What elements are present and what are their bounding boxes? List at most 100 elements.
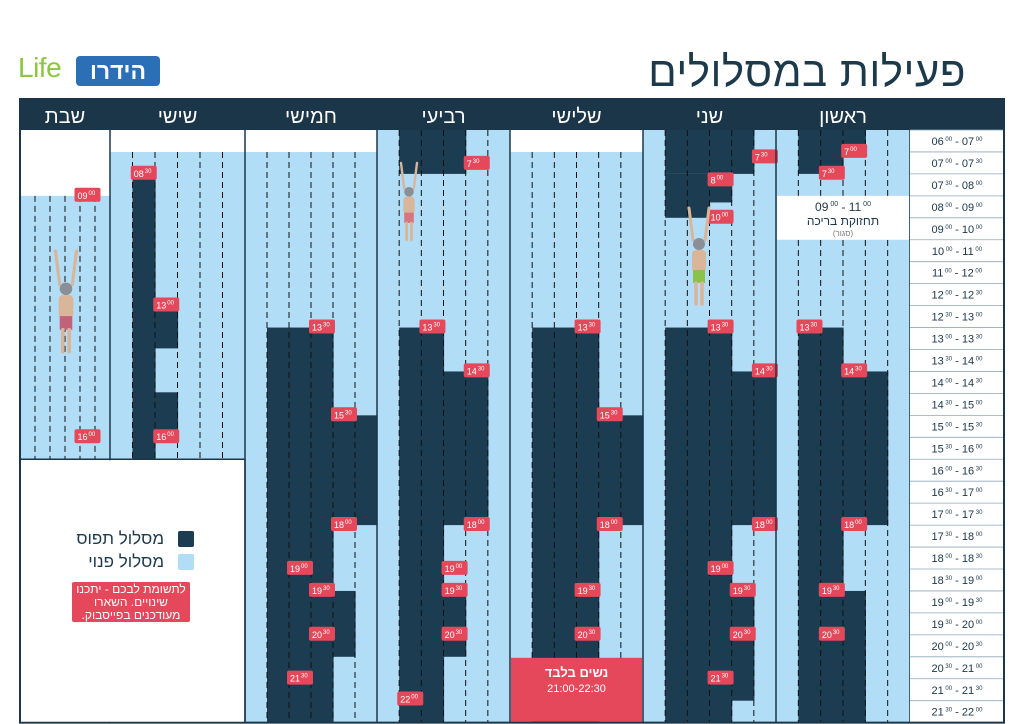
time-badge: 1800 — [841, 517, 868, 532]
time-badge-minute: 30 — [722, 674, 729, 680]
time-badge: 1800 — [596, 517, 623, 532]
day-header-mon: שני — [696, 106, 724, 128]
time-slot-part: 00 — [944, 247, 953, 253]
time-slot-part: 30 — [974, 422, 983, 428]
time-badge-bg — [596, 517, 623, 532]
time-badge: 2030 — [729, 626, 756, 641]
time-badge-text: 1430 — [844, 366, 862, 376]
occupied-block — [865, 371, 889, 526]
occupied-block — [443, 590, 467, 657]
time-badge-text: 1800 — [600, 520, 618, 530]
time-slot-label: 19 00 - 19 30 — [932, 597, 984, 609]
occupied-block — [843, 590, 866, 723]
time-badge: 1900 — [287, 560, 313, 575]
day-header-tue: שלישי — [551, 106, 601, 128]
time-badge-bg — [463, 517, 490, 532]
time-badge: 1330 — [796, 319, 823, 334]
occupied-block — [665, 130, 688, 174]
time-badge-bg — [74, 187, 101, 202]
time-slot-label: 13 30 - 14 00 — [932, 356, 984, 368]
time-badge-bg — [707, 560, 734, 575]
time-badge-minute: 30 — [323, 322, 330, 328]
time-slot-part: - 17 — [952, 509, 974, 521]
time-slot-part: - 12 — [952, 268, 974, 280]
time-slot-part: 07 — [932, 158, 944, 170]
time-slot-part: - 21 — [952, 663, 974, 675]
time-slot-part: 18 — [932, 553, 944, 565]
time-badge-minute: 00 — [89, 191, 96, 197]
time-badge-text: 1800 — [467, 520, 485, 530]
occupied-block — [687, 173, 711, 218]
time-badge: 1430 — [463, 363, 490, 378]
time-badge-minute: 00 — [722, 564, 729, 570]
time-slot-label: 16 30 - 17 00 — [932, 487, 984, 499]
time-badge: 1800 — [463, 517, 490, 532]
time-badge-text: 1530 — [334, 410, 352, 420]
time-badge-minute: 30 — [456, 630, 463, 636]
days-header-bar — [20, 99, 1004, 130]
time-badge-text: 730 — [755, 152, 768, 162]
time-badge-text: 730 — [467, 159, 480, 169]
time-badge: 1930 — [574, 582, 601, 597]
time-slot-part: 00 — [944, 335, 953, 341]
swimmer-illustration-mon — [687, 206, 711, 306]
time-badge-text: 2030 — [578, 630, 596, 640]
occupied-block — [731, 590, 755, 701]
swimmer-torso — [403, 196, 415, 215]
time-badge: 0830 — [130, 165, 157, 180]
time-badge-hour: 19 — [578, 586, 588, 596]
time-badge-minute: 00 — [855, 520, 862, 526]
occupied-block — [820, 327, 844, 723]
time-slot-label: 12 30 - 13 00 — [932, 312, 984, 324]
time-badge-hour: 7 — [822, 169, 827, 179]
time-badge-hour: 22 — [400, 695, 410, 705]
time-badge-bg — [574, 319, 601, 334]
time-slot-part: 15 — [932, 421, 944, 433]
time-badge-bg — [463, 155, 490, 170]
time-badge-text: 800 — [711, 175, 724, 185]
time-badge-minute: 30 — [473, 159, 480, 165]
time-slot-part: 30 — [974, 598, 983, 604]
time-slot-part: 00 — [944, 466, 953, 472]
time-badge-text: 1800 — [755, 520, 773, 530]
time-slot-label: 07 30 - 08 00 — [932, 180, 984, 192]
time-badge-text: 2130 — [290, 674, 308, 684]
time-badge-hour: 21 — [290, 674, 300, 684]
time-slot-part: - 10 — [952, 224, 974, 236]
time-slot-part: 10 — [932, 246, 944, 258]
time-slot-label: 17 30 - 18 00 — [932, 531, 984, 543]
swimmer-legs — [694, 281, 704, 306]
occupied-block — [665, 173, 688, 218]
time-badge-hour: 20 — [445, 630, 455, 640]
time-badge-hour: 16 — [156, 432, 166, 442]
swimmer-suit — [404, 212, 414, 223]
time-slot-part: 30 — [944, 620, 953, 626]
time-slot-part: 20 — [932, 641, 944, 653]
time-badge-bg — [287, 560, 313, 575]
maintenance-box — [777, 195, 909, 240]
time-slot-part: 18 — [932, 575, 944, 587]
time-slot-part: 14 — [932, 377, 944, 389]
time-badge-hour: 18 — [334, 520, 344, 530]
swimmer-illustration-wed — [399, 161, 419, 242]
time-badge-minute: 30 — [145, 169, 152, 175]
time-badge-minute: 00 — [167, 432, 174, 438]
time-badge: 1930 — [309, 582, 335, 597]
schedule-border — [19, 98, 1005, 724]
time-badge-text: 2030 — [733, 630, 751, 640]
time-badge-bg — [707, 670, 734, 685]
women-only-label: נשים בלבד — [545, 665, 609, 680]
time-badge-minute: 30 — [744, 630, 751, 636]
time-badge-minute: 00 — [167, 301, 174, 307]
notice-badge: לתשומת לבכם - יתכנו שינויים. השארו מעודכ… — [72, 582, 190, 622]
time-badge-hour: 19 — [445, 586, 455, 596]
time-slot-part: 00 — [944, 686, 953, 692]
time-badge-bg — [309, 319, 335, 334]
time-badge-text: 1300 — [156, 301, 174, 311]
time-badge: 1930 — [818, 582, 845, 597]
occupied-block — [820, 130, 844, 174]
occupied-block — [333, 590, 356, 657]
time-badge-text: 0830 — [134, 169, 152, 179]
time-badge-text: 1930 — [445, 586, 463, 596]
time-slot-part: - 19 — [952, 575, 974, 587]
